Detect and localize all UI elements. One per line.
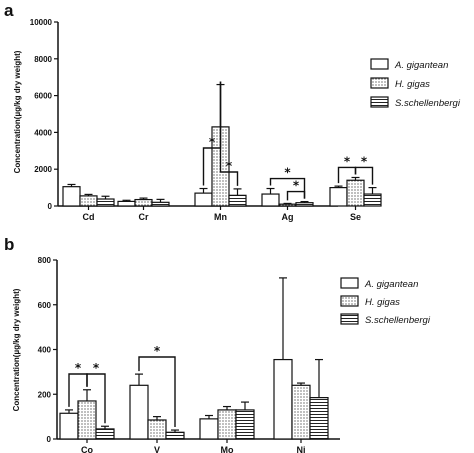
y-axis-title: Concentration(µg/kg dry weight) [13,50,22,173]
legend-label-a-gigantean: A. gigantean [394,60,448,71]
bar-a-gigantean-se [329,187,348,207]
x-tick-label-mn: Mn [214,212,227,222]
significance-bracket [354,166,374,185]
significance-bracket [138,356,176,428]
x-tick-label-ni: Ni [297,445,306,453]
significance-bracket [269,177,306,199]
legend-label-s-schellenbergi: S.schellenbergi [365,315,431,326]
bar-h-gigas-mo [217,409,237,440]
significance-bracket [86,373,106,424]
bar-h-gigas-v [147,419,167,440]
bar-a-gigantean-cr [117,200,136,207]
bar-h-gigas-se [346,179,365,207]
y-tick-label: 8000 [34,55,52,64]
significance-star: * [226,159,233,173]
significance-star: * [209,135,216,149]
bar-a-gigantean-v [129,384,149,440]
panel-a: a 0 2000 4000 6000 8000 10000 Concentration(µg/… [4,1,461,222]
significance-bracket [219,81,239,186]
y-tick-label: 0 [48,202,53,211]
bar-s-schellenbergi-v [165,431,185,440]
legend-swatch-s-schellenbergi [340,313,359,325]
bar-s-schellenbergi-se [363,193,382,207]
bar-h-gigas-ag [278,203,297,207]
x-tick-label-co: Co [81,445,93,453]
x-tick-label-cd: Cd [83,212,95,222]
legend-label-h-gigas: H. gigas [365,297,400,308]
bar-s-schellenbergi-cr [151,201,170,207]
bar-a-gigantean-mo [199,418,219,440]
panel-label: a [4,1,14,20]
legend-swatch-s-schellenbergi [370,96,389,108]
legend-swatch-h-gigas [370,77,389,89]
bar-s-schellenbergi-mn [228,194,247,207]
legend-swatch-a-gigantean [340,277,359,289]
bar-a-gigantean-mn [194,192,213,207]
bar-s-schellenbergi-mo [235,409,255,440]
bar-s-schellenbergi-ni [309,397,329,440]
x-tick-label-mo: Mo [221,445,234,453]
y-tick-label: 2000 [34,165,52,174]
y-tick-label: 800 [38,256,52,265]
significance-star: * [284,166,291,180]
significance-star: * [75,361,82,375]
legend-label-h-gigas: H. gigas [395,79,430,90]
y-tick-label: 200 [38,390,52,399]
bar-h-gigas-ni [291,384,311,440]
x-tick-label-cr: Cr [138,212,148,222]
bar-a-gigantean-cd [62,186,81,207]
legend-swatch-h-gigas [340,295,359,307]
y-tick-label: 400 [38,346,52,355]
y-tick-label: 6000 [34,92,52,101]
significance-star: * [361,154,368,168]
bar-a-gigantean-ni [273,358,293,440]
bar-h-gigas-cd [79,195,98,207]
y-tick-label: 4000 [34,128,52,137]
bar-a-gigantean-ag [261,193,280,207]
y-tick-label: 10000 [30,18,53,27]
significance-star: * [154,344,161,358]
y-tick-label: 600 [38,301,52,310]
y-axis-title: Concentration(µg/kg dry weight) [12,288,21,411]
legend-label-a-gigantean: A. gigantean [364,279,418,290]
legend-label-s-schellenbergi: S.schellenbergi [395,98,461,109]
bar-h-gigas-co [77,400,97,440]
x-tick-label-se: Se [350,212,361,222]
significance-bracket [286,190,306,201]
bar-a-gigantean-co [59,412,79,440]
x-tick-label-v: V [154,445,160,453]
bar-s-schellenbergi-ag [295,202,314,207]
panel-b: b 0 200 400 600 800 Concentration(µg/kg dry we… [4,235,431,453]
legend-swatch-a-gigantean [370,58,389,70]
bar-h-gigas-cr [134,198,153,207]
significance-star: * [344,154,351,168]
bar-s-schellenbergi-co [95,428,115,440]
bar-s-schellenbergi-cd [96,198,115,207]
x-tick-label-ag: Ag [282,212,294,222]
y-tick-label: 0 [47,435,52,444]
significance-star: * [293,179,300,193]
panel-label: b [4,235,14,254]
significance-star: * [93,361,100,375]
